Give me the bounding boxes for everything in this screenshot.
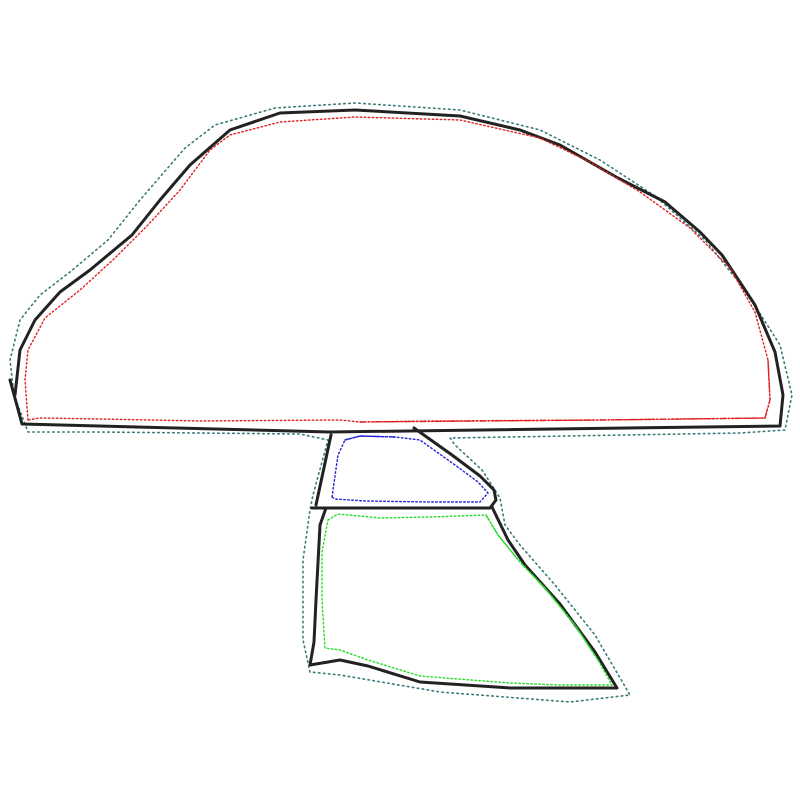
ring-region-boundary xyxy=(331,435,489,503)
cap-region-dashdot-segment xyxy=(359,359,771,423)
cap-outline xyxy=(8,108,785,434)
ring-outline xyxy=(310,426,498,510)
stem-region-dashdot-segment xyxy=(485,514,599,661)
ring-region-dashdot-segment xyxy=(344,435,396,441)
cap-region-boundary xyxy=(24,116,771,423)
stem-outline xyxy=(308,505,619,690)
silhouette-halo-outline xyxy=(9,102,793,703)
stem-region-boundary xyxy=(321,513,613,686)
